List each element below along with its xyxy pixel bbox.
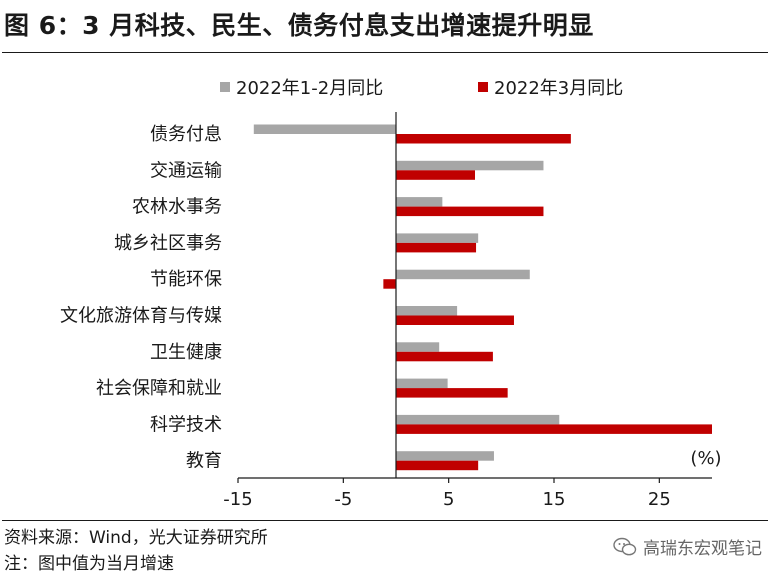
bars: [253, 124, 712, 471]
title-rule: [2, 52, 768, 53]
bar-2022-jan-feb: [396, 414, 560, 425]
bar-2022-mar: [396, 134, 571, 144]
category-label: 农林水事务: [132, 197, 222, 218]
category-label: 教育: [186, 451, 222, 472]
bar-2022-jan-feb: [396, 233, 479, 243]
legend-swatch-2022-mar: [478, 82, 488, 92]
bar-2022-mar: [396, 460, 479, 471]
bar-2022-mar: [396, 388, 508, 398]
unit-label: (%): [690, 448, 721, 469]
legend-label-2022-mar: 2022年3月同比: [494, 78, 623, 99]
bar-2022-jan-feb: [396, 342, 440, 352]
bar-2022-mar: [396, 424, 712, 434]
bar-2022-jan-feb: [396, 197, 443, 207]
bar-2022-mar: [396, 351, 493, 362]
bar-2022-mar: [396, 315, 514, 325]
category-label: 交通运输: [150, 160, 222, 181]
bar-2022-jan-feb: [253, 124, 396, 134]
x-tick-label: 5: [443, 489, 454, 510]
watermark-text: 高瑞东宏观笔记: [643, 539, 762, 559]
bar-2022-mar: [396, 242, 477, 253]
category-label: 社会保障和就业: [96, 378, 222, 399]
figure-title: 图 6：3 月科技、民生、债务付息支出增速提升明显: [4, 11, 594, 40]
category-label: 文化旅游体育与传媒: [60, 306, 222, 327]
bar-2022-jan-feb: [396, 378, 448, 389]
axes: [237, 112, 712, 483]
legend-swatch-2022-jan-feb: [220, 82, 230, 92]
category-label: 债务付息: [150, 124, 222, 145]
x-tick-label: -15: [223, 489, 252, 510]
category-label: 卫生健康: [150, 342, 222, 363]
wechat-icon: [613, 537, 637, 555]
bar-2022-jan-feb: [396, 306, 458, 316]
legend: 2022年1-2月同比 2022年3月同比: [220, 78, 623, 99]
category-labels: 债务付息交通运输农林水事务城乡社区事务节能环保文化旅游体育与传媒卫生健康社会保障…: [60, 124, 222, 472]
x-tick-label: -5: [334, 489, 352, 510]
watermark: 高瑞东宏观笔记: [613, 534, 762, 559]
legend-label-2022-jan-feb: 2022年1-2月同比: [236, 78, 383, 99]
x-tick-label: 15: [543, 489, 566, 510]
bar-2022-mar: [396, 170, 475, 180]
bar-chart: 2022年1-2月同比 2022年3月同比 债务付息交通运输农林水事务城乡社区事…: [60, 78, 722, 510]
bar-2022-mar: [383, 279, 396, 289]
category-label: 科学技术: [150, 414, 222, 435]
bar-2022-jan-feb: [396, 160, 544, 171]
source-note: 资料来源：Wind，光大证券研究所: [4, 528, 268, 548]
category-label: 城乡社区事务: [114, 233, 222, 254]
bar-2022-jan-feb: [396, 451, 494, 461]
x-tick-label: 25: [648, 489, 671, 510]
bar-2022-jan-feb: [396, 269, 530, 280]
category-label: 节能环保: [150, 269, 222, 290]
x-tick-labels: -15 -5 5 15 25: [223, 489, 670, 510]
bar-2022-mar: [396, 206, 544, 217]
footer-rule: [2, 520, 768, 521]
value-note: 注：图中值为当月增速: [4, 554, 174, 574]
